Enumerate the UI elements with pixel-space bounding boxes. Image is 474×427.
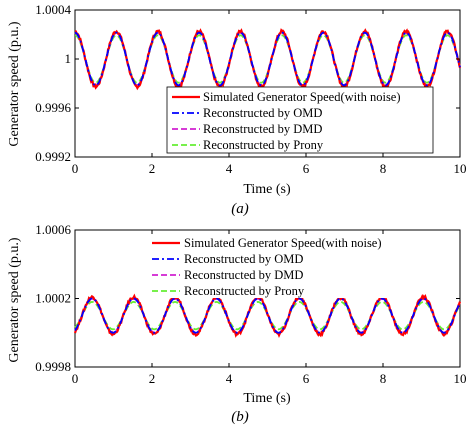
panel-caption: (a) (231, 201, 249, 217)
legend-entry: Reconstructed by OMD (172, 106, 322, 120)
y-tick-label: 0.9996 (35, 100, 71, 115)
x-tick-label: 2 (149, 161, 156, 176)
legend-entry: Simulated Generator Speed(with noise) (172, 90, 401, 104)
x-axis-label: Time (s) (243, 391, 291, 406)
y-tick-label: 1 (65, 51, 72, 66)
legend-entry: Reconstructed by Prony (172, 138, 324, 152)
x-tick-label: 4 (226, 371, 233, 386)
legend-box (148, 234, 414, 298)
y-axis-ticks: 0.9998 1.0002 1.0006 (35, 222, 460, 374)
legend-entry: Reconstructed by Prony (152, 284, 305, 298)
x-tick-label: 2 (149, 371, 156, 386)
x-axis-ticks: 0 2 4 6 8 10 (72, 230, 467, 386)
legend-entry: Reconstructed by OMD (152, 252, 303, 266)
y-axis-ticks: 0.9992 0.9996 1 1.0004 (35, 2, 460, 164)
x-tick-label: 4 (226, 161, 233, 176)
legend-label: Simulated Generator Speed(with noise) (184, 236, 382, 250)
series-line (74, 31, 461, 87)
chart-panel-a: 0 2 4 6 8 10 0.9992 0.9996 1 1.0004 Time (s) Gen… (7, 2, 467, 217)
y-tick-label: 0.9992 (35, 149, 71, 164)
legend-entry: Simulated Generator Speed(with noise) (152, 236, 382, 250)
legend-box (166, 86, 434, 154)
legend-label: Reconstructed by OMD (203, 106, 322, 120)
legend-label: Reconstructed by DMD (203, 122, 322, 136)
legend-entry: Reconstructed by DMD (172, 122, 322, 136)
x-axis-ticks: 0 2 4 6 8 10 (72, 10, 467, 176)
x-tick-label: 6 (303, 161, 310, 176)
legend-label: Reconstructed by Prony (203, 138, 324, 152)
legend-entry: Reconstructed by DMD (152, 268, 303, 282)
y-axis-label: Generator speed (p.u.) (7, 21, 22, 147)
x-axis-label: Time (s) (243, 182, 291, 197)
legend-label: Reconstructed by Prony (184, 284, 305, 298)
legend-label: Reconstructed by OMD (184, 252, 303, 266)
series-line (74, 28, 462, 92)
x-tick-label: 0 (72, 161, 79, 176)
series-group (73, 292, 462, 338)
legend-label: Reconstructed by DMD (184, 268, 303, 282)
x-tick-label: 10 (454, 371, 467, 386)
series-line (74, 297, 461, 334)
panel-caption: (b) (231, 409, 249, 425)
legend: Simulated Generator Speed(with noise) Re… (166, 86, 434, 154)
y-axis-label: Generator speed (p.u.) (7, 237, 22, 363)
series-group (74, 28, 462, 92)
y-tick-label: 1.0006 (35, 222, 71, 237)
x-tick-label: 10 (454, 161, 467, 176)
y-tick-label: 0.9998 (35, 359, 71, 374)
legend-label: Simulated Generator Speed(with noise) (203, 90, 401, 104)
legend: Simulated Generator Speed(with noise) Re… (148, 234, 414, 298)
x-tick-label: 8 (380, 371, 387, 386)
chart-panel-b: 0 2 4 6 8 10 0.9998 1.0002 1.0006 Time (s) Gene… (7, 222, 467, 425)
x-tick-label: 0 (72, 371, 79, 386)
x-tick-label: 8 (380, 161, 387, 176)
x-tick-label: 6 (303, 371, 310, 386)
y-tick-label: 1.0002 (35, 291, 71, 306)
y-tick-label: 1.0004 (35, 2, 71, 17)
